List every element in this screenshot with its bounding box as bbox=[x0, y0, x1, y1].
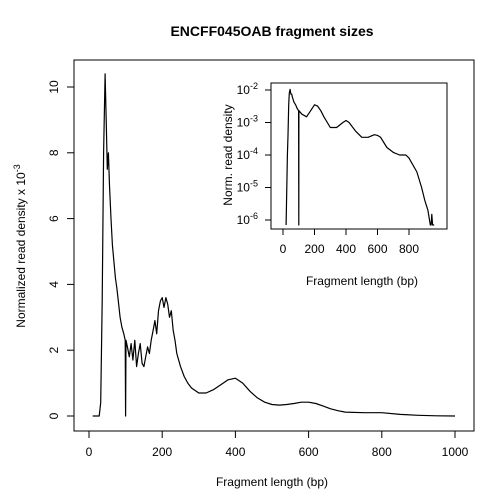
main-x-axis-label: Fragment length (bp) bbox=[216, 475, 328, 489]
inset-y-tick-base: 10 bbox=[237, 213, 251, 227]
inset-x-tick-label: 0 bbox=[280, 242, 287, 256]
inset-x-ticks: 0 200 400 600 800 bbox=[280, 229, 419, 256]
inset-series-line bbox=[285, 88, 435, 226]
inset-x-axis-label: Fragment length (bp) bbox=[306, 274, 418, 288]
inset-plot-frame bbox=[270, 82, 448, 230]
main-y-axis-label: Normalized read density x 10-3 bbox=[12, 164, 28, 327]
main-x-ticks: 0 200 400 600 800 1000 bbox=[86, 431, 469, 459]
main-y-tick-label: 0 bbox=[47, 412, 61, 419]
inset-y-tick-label: 10-2 bbox=[237, 81, 258, 97]
main-y-tick-label: 8 bbox=[47, 149, 61, 156]
inset-y-tick-base: 10 bbox=[237, 148, 251, 162]
inset-x-tick-label: 800 bbox=[399, 242, 419, 256]
main-x-tick-label: 800 bbox=[372, 445, 392, 459]
main-y-tick-label: 4 bbox=[47, 281, 61, 288]
inset-y-tick-exponent: -6 bbox=[250, 211, 258, 221]
main-x-tick-label: 1000 bbox=[442, 445, 469, 459]
inset-y-ticks: 10-610-510-410-310-2 bbox=[237, 81, 271, 227]
main-y-tick-label: 10 bbox=[47, 80, 61, 94]
inset-y-tick-label: 10-6 bbox=[237, 211, 258, 227]
main-y-tick-label: 6 bbox=[47, 215, 61, 222]
main-series-line bbox=[92, 73, 456, 417]
inset-y-tick-label: 10-4 bbox=[237, 146, 258, 162]
main-x-tick-label: 400 bbox=[225, 445, 245, 459]
main-y-axis-label-exponent: -3 bbox=[12, 164, 22, 172]
main-x-tick-label: 200 bbox=[152, 445, 172, 459]
chart-title: ENCFF045OAB fragment sizes bbox=[170, 23, 373, 39]
inset-x-tick-label: 600 bbox=[367, 242, 387, 256]
inset-y-tick-exponent: -4 bbox=[250, 146, 258, 156]
inset-y-tick-label: 10-5 bbox=[237, 179, 258, 195]
main-y-tick-label: 2 bbox=[47, 347, 61, 354]
inset-x-tick-label: 200 bbox=[304, 242, 324, 256]
inset-x-tick-label: 400 bbox=[336, 242, 356, 256]
inset-y-tick-label: 10-3 bbox=[237, 114, 258, 130]
inset-y-tick-base: 10 bbox=[237, 116, 251, 130]
inset-y-tick-base: 10 bbox=[237, 83, 251, 97]
inset-y-tick-base: 10 bbox=[237, 181, 251, 195]
inset-y-axis-label: Norm. read density bbox=[221, 104, 235, 205]
main-y-axis-label-text: Normalized read density x 10 bbox=[14, 172, 28, 328]
main-x-tick-label: 0 bbox=[86, 445, 93, 459]
inset-y-tick-exponent: -2 bbox=[250, 81, 258, 91]
main-x-tick-label: 600 bbox=[299, 445, 319, 459]
inset-y-tick-exponent: -5 bbox=[250, 179, 258, 189]
inset-y-tick-exponent: -3 bbox=[250, 114, 258, 124]
main-y-ticks: 0 2 4 6 8 10 bbox=[47, 80, 74, 419]
